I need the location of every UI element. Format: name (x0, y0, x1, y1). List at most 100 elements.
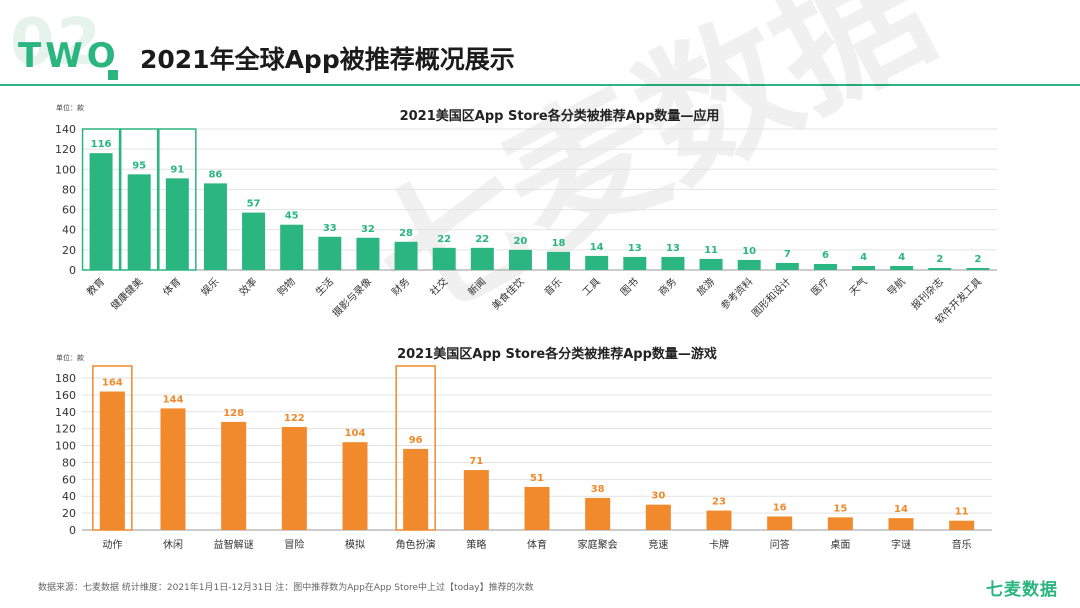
chart-1-y-tick: 40 (62, 490, 76, 503)
chart-1-data-label: 16 (773, 502, 787, 513)
chart-1-x-tick: 问答 (770, 538, 790, 551)
chart-0-data-label: 4 (860, 252, 867, 263)
chart-0-bar (775, 262, 799, 270)
chart-0-y-tick: 100 (55, 163, 76, 176)
chart-0-data-label: 14 (590, 242, 604, 253)
chart-1-bar (221, 421, 247, 530)
chart-0-bar (242, 212, 266, 270)
chart-0-bar (547, 251, 571, 270)
chart-0-bar (585, 255, 609, 270)
chart-0-x-tick: 娱乐 (198, 275, 221, 298)
chart-0-bar (280, 224, 304, 270)
chart-0-bar (394, 241, 418, 270)
chart-0-bar (813, 263, 837, 270)
chart-0-y-tick: 140 (55, 123, 76, 136)
chart-0-data-label: 7 (784, 249, 791, 260)
chart-0-x-tick: 效率 (236, 275, 259, 298)
chart-0-x-tick: 图形和设计 (749, 275, 794, 320)
chart-1-data-label: 38 (591, 484, 605, 495)
section-word: TWO (18, 36, 120, 76)
chart-0-bar (966, 267, 990, 270)
chart-0-y-tick: 120 (55, 143, 76, 156)
chart-1-bar (827, 517, 853, 530)
chart-0-unit-label: 单位：款 (56, 103, 84, 112)
chart-1-data-label: 30 (651, 491, 665, 502)
section-number: 02 (10, 6, 104, 80)
chart-1-bar (99, 391, 125, 530)
chart-0-data-label: 22 (475, 234, 489, 245)
chart-0-highlight-box (158, 128, 197, 271)
chart-0-x-tick: 财务 (389, 275, 412, 298)
chart-1-bar (463, 470, 489, 530)
chart-1-y-tick: 20 (62, 507, 76, 520)
chart-0-data-label: 45 (285, 211, 299, 222)
header: 02 TWO 2021年全球App被推荐概况展示 (0, 0, 1080, 90)
chart-1-y-tick: 180 (55, 372, 76, 385)
chart-0-data-label: 13 (628, 243, 642, 254)
chart-0-bar (661, 256, 685, 270)
brand-logo: 七麦数据 (986, 580, 1058, 600)
chart-0-bar (318, 236, 342, 270)
chart-0-x-tick: 摄影与录像 (330, 275, 375, 320)
chart-0-y-tick: 0 (69, 264, 76, 277)
chart-1-data-label: 144 (163, 394, 184, 405)
chart-1-x-tick: 桌面 (830, 538, 850, 551)
chart-0-bar (203, 183, 227, 270)
chart-1-bar (160, 408, 186, 530)
chart-0-bar (432, 247, 456, 270)
chart-1-x-tick: 策略 (466, 538, 486, 551)
chart-0-x-tick: 参考资料 (718, 275, 755, 312)
chart-1-x-tick: 卡牌 (709, 538, 729, 551)
chart-1-data-label: 71 (469, 456, 483, 467)
chart-1-data-label: 23 (712, 497, 726, 508)
chart-0-x-tick: 购物 (274, 275, 297, 298)
section-accent-dot (108, 70, 118, 80)
chart-0-data-label: 2 (974, 254, 981, 265)
chart-0-x-tick: 报刊杂志 (908, 275, 945, 312)
chart-0-x-tick: 体育 (160, 275, 183, 298)
chart-0-data-label: 32 (361, 224, 375, 235)
chart-1-data-label: 11 (955, 507, 969, 518)
chart-0-x-tick: 新闻 (465, 275, 488, 298)
page-title: 2021年全球App被推荐概况展示 (140, 45, 515, 74)
chart-0-data-label: 13 (666, 243, 680, 254)
chart-0-x-tick: 美食佳饮 (489, 275, 526, 312)
chart-1-title: 2021美国区App Store各分类被推荐App数量—游戏 (397, 346, 717, 362)
chart-1-y-tick: 60 (62, 473, 76, 486)
chart-1-bar (888, 518, 914, 530)
chart-0-bar (623, 256, 647, 270)
chart-1-x-tick: 角色扮演 (396, 538, 436, 551)
chart-0-x-tick: 工具 (580, 276, 603, 299)
chart-0-x-tick: 医疗 (808, 275, 831, 298)
chart-0-x-tick: 社交 (427, 275, 450, 298)
chart-1-unit-label: 单位：款 (56, 353, 84, 362)
chart-0-x-tick: 天气 (846, 275, 869, 298)
chart-1-bar (524, 486, 550, 530)
chart-1-x-tick: 益智解谜 (214, 538, 254, 551)
chart-0-data-label: 4 (898, 252, 905, 263)
chart-1-x-tick: 模拟 (345, 538, 365, 551)
chart-0-y-tick: 40 (62, 224, 76, 237)
chart-1-y-tick: 140 (55, 406, 76, 419)
chart-0-y-tick: 20 (62, 244, 76, 257)
chart-1-data-label: 128 (223, 408, 244, 419)
chart-0-bar (890, 265, 914, 270)
chart-0-data-label: 33 (323, 223, 337, 234)
chart-0-bar (127, 174, 151, 270)
chart-0-highlight-box (119, 128, 159, 271)
chart-0-x-tick: 音乐 (541, 275, 564, 298)
chart-1-data-label: 164 (102, 378, 123, 389)
chart-1-highlight-box (395, 365, 436, 531)
footer-note: 数据来源：七麦数据 统计维度：2021年1月1日-12月31日 注：图中推荐数为… (38, 583, 534, 593)
chart-1-x-tick: 动作 (102, 539, 122, 551)
chart-0-data-label: 20 (513, 236, 527, 247)
chart-0-data-label: 18 (552, 238, 566, 249)
chart-0-bar (470, 247, 494, 270)
chart-1-x-tick: 休闲 (163, 538, 183, 551)
chart-0-data-label: 28 (399, 228, 413, 239)
chart-1-bar (585, 497, 611, 530)
chart-1-highlight-box (92, 365, 133, 531)
chart-0-highlight-box (81, 128, 121, 271)
chart-0-data-label: 2 (936, 254, 943, 265)
